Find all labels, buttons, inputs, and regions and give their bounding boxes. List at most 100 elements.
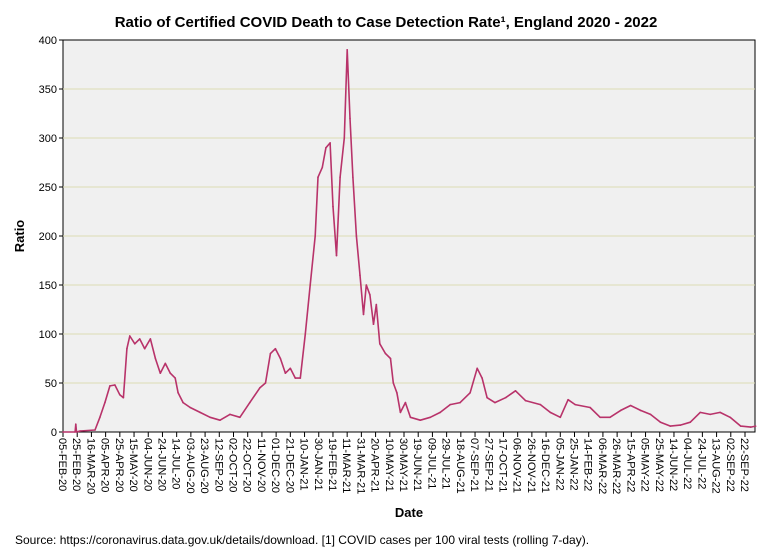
data-point [149, 338, 152, 340]
data-point [249, 401, 251, 404]
data-point [339, 176, 341, 178]
data-point [619, 409, 622, 412]
data-point [486, 396, 488, 399]
y-tick-label: 150 [39, 280, 57, 292]
data-point [369, 294, 371, 296]
data-point [355, 235, 358, 237]
data-point [177, 392, 179, 394]
data-point [74, 431, 76, 433]
x-tick-label: 25-JAN-22 [568, 438, 580, 491]
data-point [754, 425, 757, 427]
data-point [343, 137, 346, 139]
x-tick-label: 13-AUG-22 [710, 438, 722, 494]
data-point [392, 382, 395, 384]
x-tick-label: 10-JAN-21 [298, 438, 310, 491]
data-point [169, 372, 172, 375]
data-point [264, 382, 267, 384]
data-point [439, 411, 442, 414]
x-tick-label: 02-SEP-22 [724, 438, 736, 492]
x-tick-label: 30-JAN-21 [312, 438, 324, 491]
data-point [346, 49, 348, 51]
data-point [729, 416, 731, 419]
data-point [609, 416, 611, 419]
source-footnote: Source: https://coronavirus.data.gov.uk/… [15, 533, 589, 547]
data-point [143, 347, 146, 350]
data-point [128, 335, 131, 337]
data-point [269, 352, 272, 355]
data-point [309, 284, 312, 286]
x-tick-label: 23-AUG-20 [198, 438, 210, 494]
data-point [589, 406, 591, 409]
data-point [419, 419, 422, 422]
x-tick-label: 22-OCT-20 [241, 438, 253, 492]
data-point [258, 387, 261, 389]
data-point [114, 384, 116, 386]
data-point [182, 401, 184, 404]
data-point [679, 424, 682, 426]
data-point [321, 166, 324, 169]
x-tick-label: 14-JUN-22 [667, 438, 679, 491]
y-tick-label: 300 [39, 133, 57, 145]
x-tick-label: 25-FEB-20 [70, 438, 82, 491]
data-point [299, 377, 302, 379]
data-point [372, 323, 375, 326]
y-tick-label: 0 [51, 427, 57, 439]
data-point [75, 431, 78, 433]
data-point [74, 423, 77, 425]
data-point [409, 416, 412, 419]
x-tick-label: 05-MAY-22 [639, 438, 651, 492]
data-point [396, 392, 398, 394]
data-point [659, 421, 662, 424]
data-point [289, 367, 292, 370]
data-point [549, 411, 552, 414]
data-point [649, 413, 652, 416]
data-point [159, 372, 162, 375]
x-tick-label: 22-SEP-22 [738, 438, 750, 492]
x-tick-label: 12-SEP-20 [212, 438, 224, 492]
data-point [481, 377, 483, 379]
data-point [689, 421, 692, 424]
x-tick-label: 25-APR-20 [113, 438, 125, 492]
data-point [294, 377, 297, 379]
data-point [279, 357, 282, 360]
x-tick-label: 25-MAY-22 [653, 438, 665, 492]
data-point [362, 313, 365, 316]
x-tick-label: 19-FEB-21 [326, 438, 338, 491]
x-tick-label: 14-FEB-22 [582, 438, 594, 491]
data-point [79, 430, 81, 432]
data-point [332, 205, 334, 208]
data-point [514, 390, 517, 392]
data-point [459, 401, 461, 404]
x-tick-label: 29-JUL-21 [440, 438, 452, 489]
data-point [699, 411, 702, 414]
data-point [154, 357, 157, 360]
data-point [284, 372, 287, 375]
data-point [352, 176, 354, 178]
data-point [629, 404, 632, 407]
y-tick-label: 250 [39, 182, 57, 194]
data-point [304, 333, 307, 335]
x-tick-label: 24-JUN-20 [155, 438, 167, 491]
data-point [349, 117, 351, 120]
x-tick-label: 06-NOV-21 [511, 438, 523, 493]
chart-title: Ratio of Certified COVID Death to Case D… [115, 14, 658, 31]
x-tick-label: 01-DEC-20 [269, 438, 281, 493]
data-point [639, 409, 642, 412]
data-point [389, 357, 392, 360]
data-point [559, 416, 562, 419]
x-tick-label: 10-MAY-21 [383, 438, 395, 492]
data-point [189, 406, 191, 409]
data-point [325, 147, 327, 149]
data-point [375, 303, 378, 306]
x-axis-label: Date [395, 505, 423, 520]
x-tick-label: 14-JUL-20 [170, 438, 182, 489]
data-point [94, 429, 96, 431]
x-tick-label: 16-MAR-20 [84, 438, 96, 494]
y-tick-label: 50 [45, 378, 57, 390]
data-point [209, 416, 211, 419]
y-tick-label: 350 [39, 84, 57, 96]
x-tick-label: 26-MAR-22 [610, 438, 622, 494]
data-point [329, 142, 331, 144]
data-point [494, 401, 496, 404]
data-point [174, 377, 177, 379]
